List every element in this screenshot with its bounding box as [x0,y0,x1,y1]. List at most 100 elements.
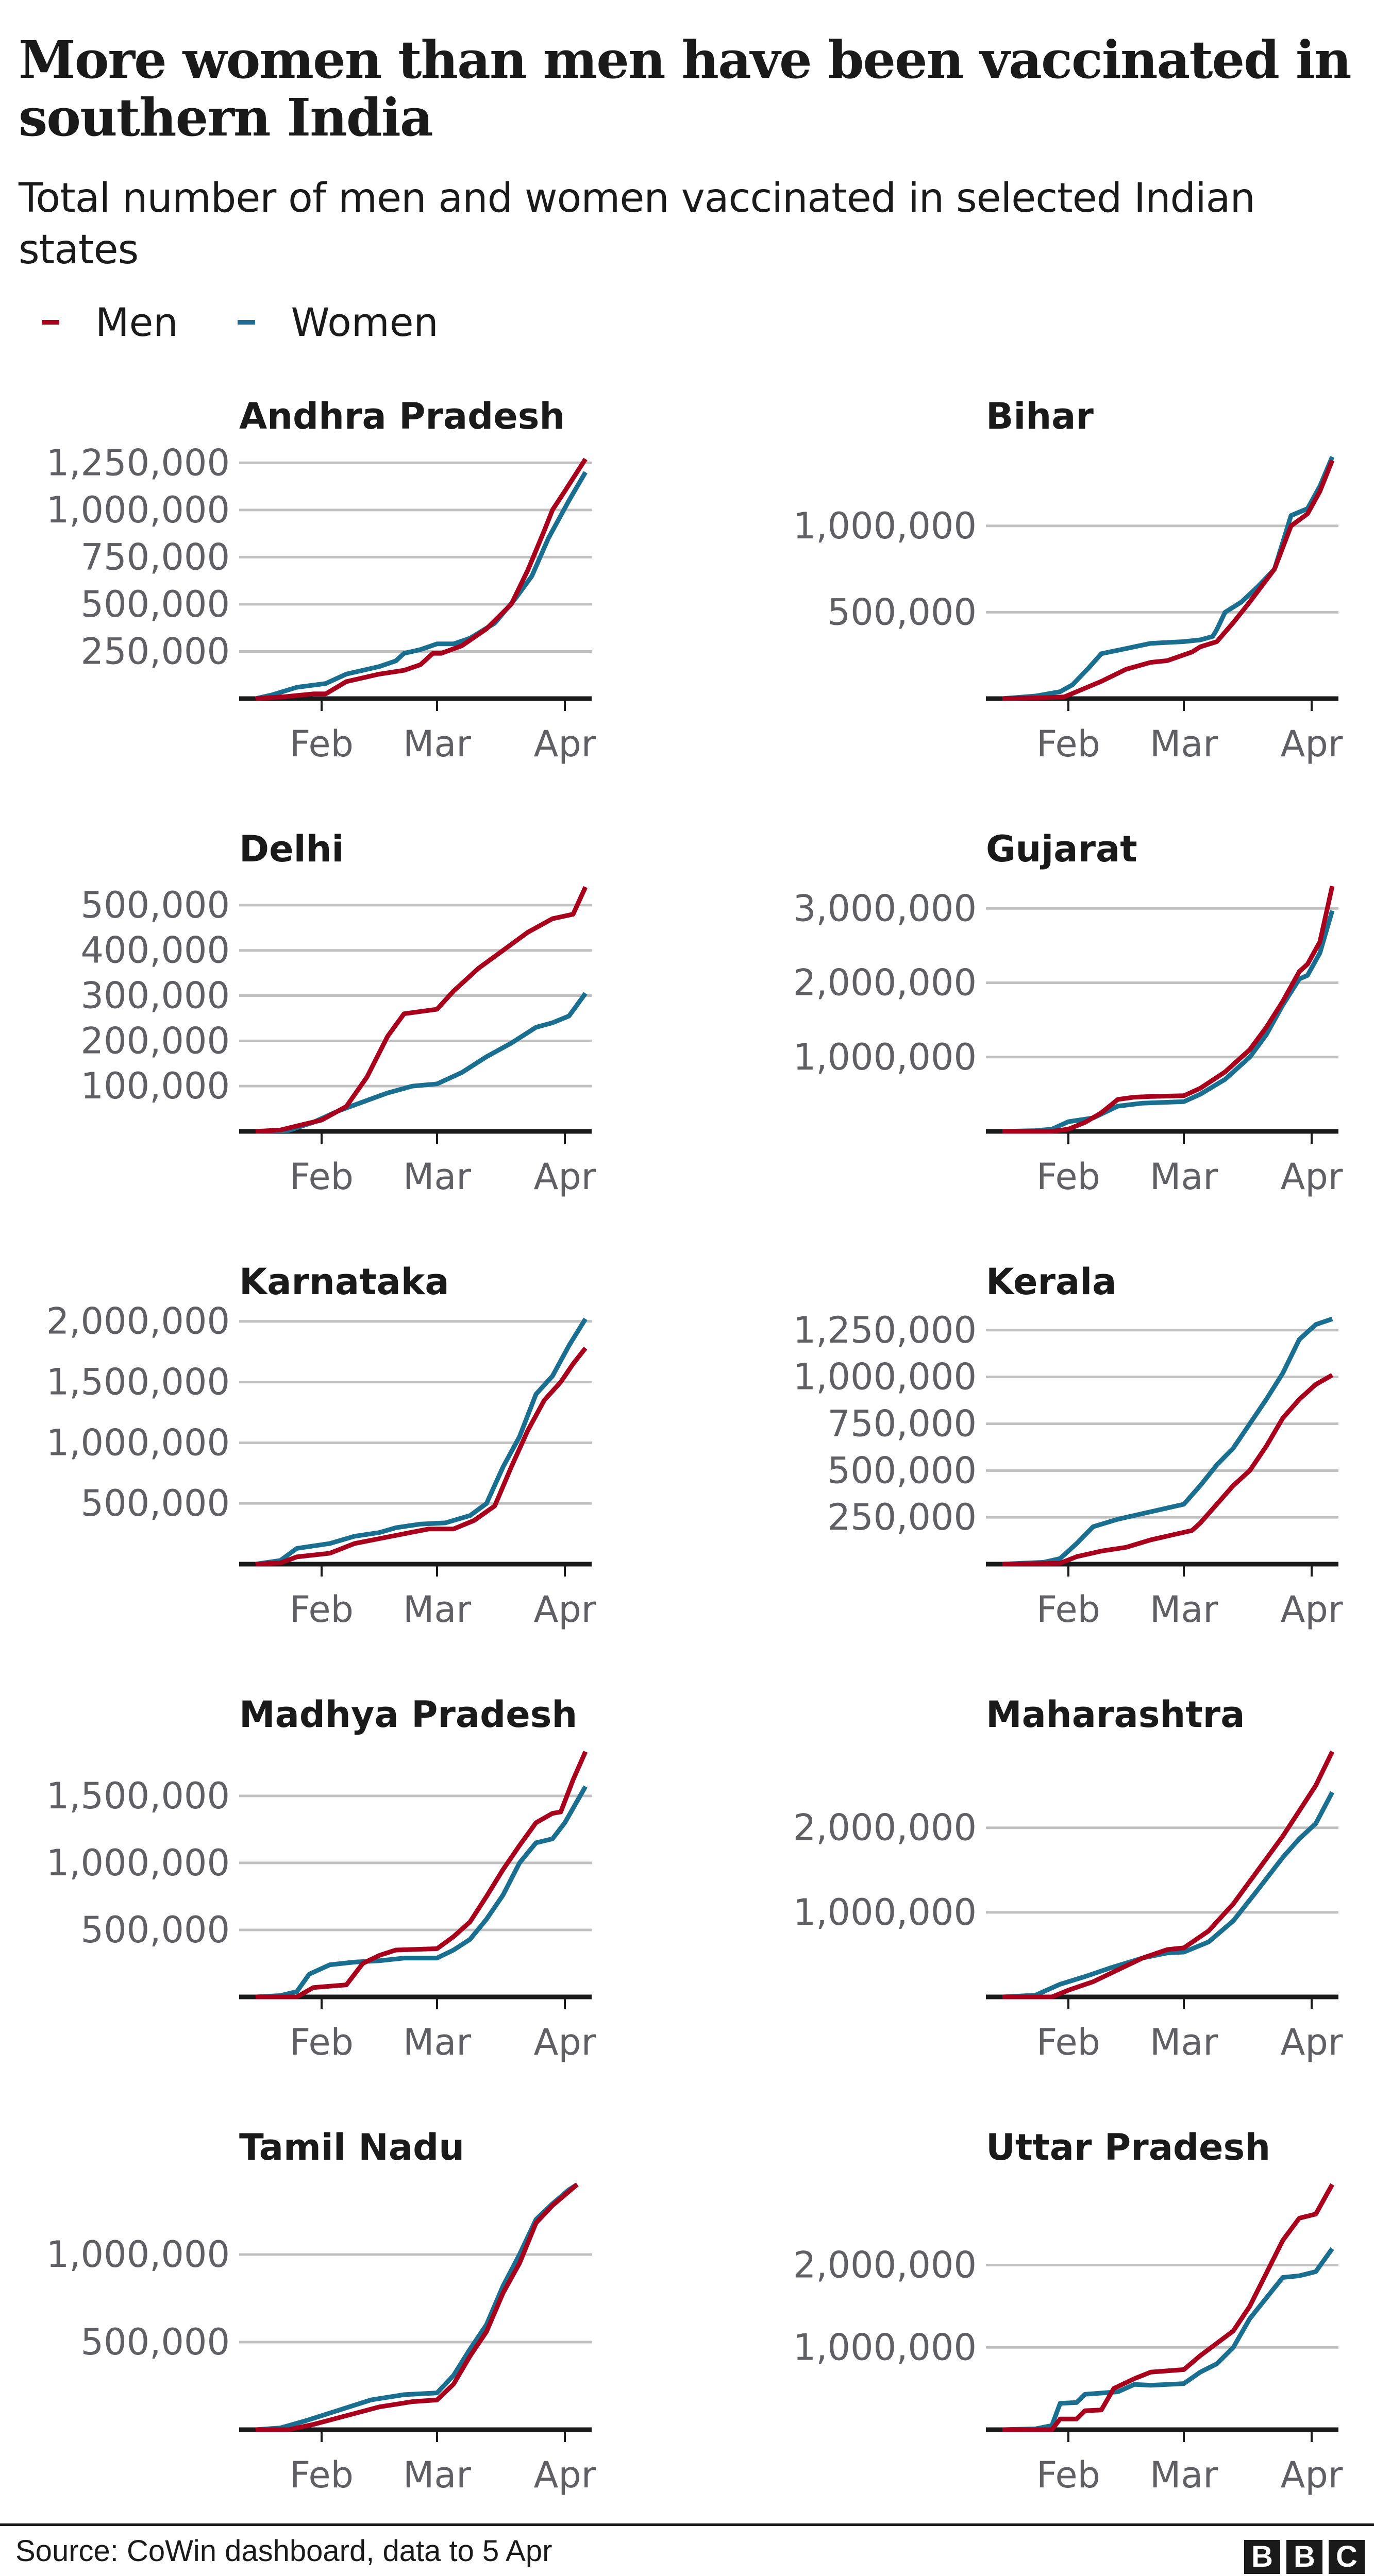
x-tick-label: Feb [1036,2021,1100,2063]
x-tick-label: Apr [533,723,596,765]
x-tick-label: Apr [1280,2454,1343,2496]
footer-divider [0,2523,1374,2526]
y-tick-label: 1,000,000 [46,1842,230,1884]
x-tick-label: Feb [290,723,354,765]
x-tick-label: Mar [1150,723,1218,765]
y-tick-label: 1,500,000 [46,1361,230,1403]
y-tick-label: 300,000 [81,975,230,1017]
series-line-women [255,471,588,701]
x-tick-label: Apr [1280,2021,1343,2063]
series-line-women [1002,455,1335,701]
series-line-women [255,992,588,1134]
y-tick-label: 500,000 [828,591,977,633]
panel-title: Karnataka [239,1261,449,1303]
x-tick-label: Feb [1036,723,1100,765]
series-line-men [256,2182,579,2432]
series-line-men [255,1346,588,1567]
y-tick-label: 1,000,000 [46,1421,230,1464]
x-tick-label: Feb [290,1156,354,1198]
panel-gujarat: Gujarat 1,000,000 2,000,000 3,000,000 Feb Mar… [793,828,1343,1198]
x-tick-label: Apr [533,2454,596,2496]
bbc-logo-letter: B [1286,2540,1322,2574]
y-tick-label: 400,000 [81,929,230,972]
x-tick-label: Mar [1150,1588,1218,1631]
series-line-men [1002,1751,1335,1999]
series-line-women [255,1317,588,1567]
legend-label-men: Men [95,299,178,345]
source-note: Source: CoWin dashboard, data to 5 Apr [15,2534,552,2568]
series-line-women [255,2182,579,2432]
y-tick-label: 500,000 [81,1482,230,1524]
legend-item-men: Men [19,299,178,345]
y-tick-label: 1,000,000 [793,1891,977,1934]
legend-item-women: Women [214,299,439,345]
y-tick-label: 250,000 [81,630,230,672]
x-tick-label: Mar [403,1588,471,1631]
panel-madhya-pradesh: Madhya Pradesh 500,000 1,000,000 1,500,000 F… [46,1693,596,2063]
panel-title: Gujarat [986,828,1137,870]
panel-delhi: Delhi 100,000200,000300,000400,000500,000… [81,828,596,1198]
series-line-men [1002,1373,1334,1567]
panel-andhra-pradesh: Andhra Pradesh 250,000 500,000 750,000 1,000… [46,395,596,765]
x-tick-label: Apr [533,2021,596,2063]
y-tick-label: 1,000,000 [46,489,230,531]
x-tick-label: Apr [1280,1588,1343,1631]
legend-swatch-men [42,319,59,325]
x-tick-label: Feb [1036,2454,1100,2496]
series-line-men [1002,886,1335,1134]
legend: Men Women [19,296,475,348]
x-tick-label: Apr [1280,1156,1343,1198]
x-tick-label: Mar [403,723,471,765]
series-line-women [1002,1316,1333,1567]
panel-title: Maharashtra [986,1693,1245,1736]
y-tick-label: 500,000 [828,1449,977,1492]
x-tick-label: Apr [533,1156,596,1198]
panel-uttar-pradesh: Uttar Pradesh 1,000,000 2,000,000 Feb Mar Apr [793,2126,1343,2496]
y-tick-label: 1,000,000 [793,1036,977,1078]
y-tick-label: 1,000,000 [793,505,977,547]
legend-label-women: Women [291,299,439,345]
y-tick-label: 500,000 [81,1909,230,1951]
panel-title: Kerala [986,1261,1116,1303]
y-tick-label: 1,000,000 [46,2233,230,2276]
panel-title: Tamil Nadu [239,2126,464,2168]
y-tick-label: 750,000 [81,536,230,578]
panel-karnataka: Karnataka 500,000 1,000,000 1,500,000 2,000,… [46,1261,596,1631]
y-tick-label: 1,000,000 [793,1356,977,1398]
y-tick-label: 1,000,000 [793,2326,977,2368]
series-line-men [255,886,588,1134]
x-tick-label: Mar [1150,2454,1218,2496]
x-tick-label: Feb [290,2021,354,2063]
bbc-logo-letter: C [1329,2540,1365,2574]
series-line-women [1002,2247,1334,2432]
x-tick-label: Apr [1280,723,1343,765]
series-line-women [1002,1791,1334,1999]
y-tick-label: 500,000 [81,583,230,625]
series-line-men [255,457,588,701]
y-tick-label: 1,250,000 [46,442,230,484]
series-line-women [1002,910,1335,1134]
y-tick-label: 500,000 [81,884,230,926]
x-tick-label: Feb [1036,1156,1100,1198]
y-tick-label: 2,000,000 [793,962,977,1004]
x-tick-label: Mar [1150,2021,1218,2063]
series-line-men [1002,2183,1334,2432]
legend-swatch-women [237,319,255,325]
y-tick-label: 2,000,000 [46,1300,230,1343]
x-tick-label: Feb [1036,1588,1100,1631]
x-tick-label: Feb [290,1588,354,1631]
x-tick-label: Mar [403,2454,471,2496]
panel-title: Andhra Pradesh [239,395,565,437]
series-line-men [1002,459,1335,701]
y-tick-label: 500,000 [81,2321,230,2363]
panel-tamil-nadu: Tamil Nadu 500,000 1,000,000 Feb Mar Apr [46,2126,596,2496]
panel-title: Bihar [986,395,1094,437]
series-line-women [255,1785,588,1999]
y-tick-label: 3,000,000 [793,887,977,929]
panel-bihar: Bihar 500,000 1,000,000 Feb Mar Apr [793,395,1343,765]
y-tick-label: 200,000 [81,1020,230,1062]
bbc-logo-letter: B [1244,2540,1280,2574]
panel-title: Madhya Pradesh [239,1693,577,1736]
